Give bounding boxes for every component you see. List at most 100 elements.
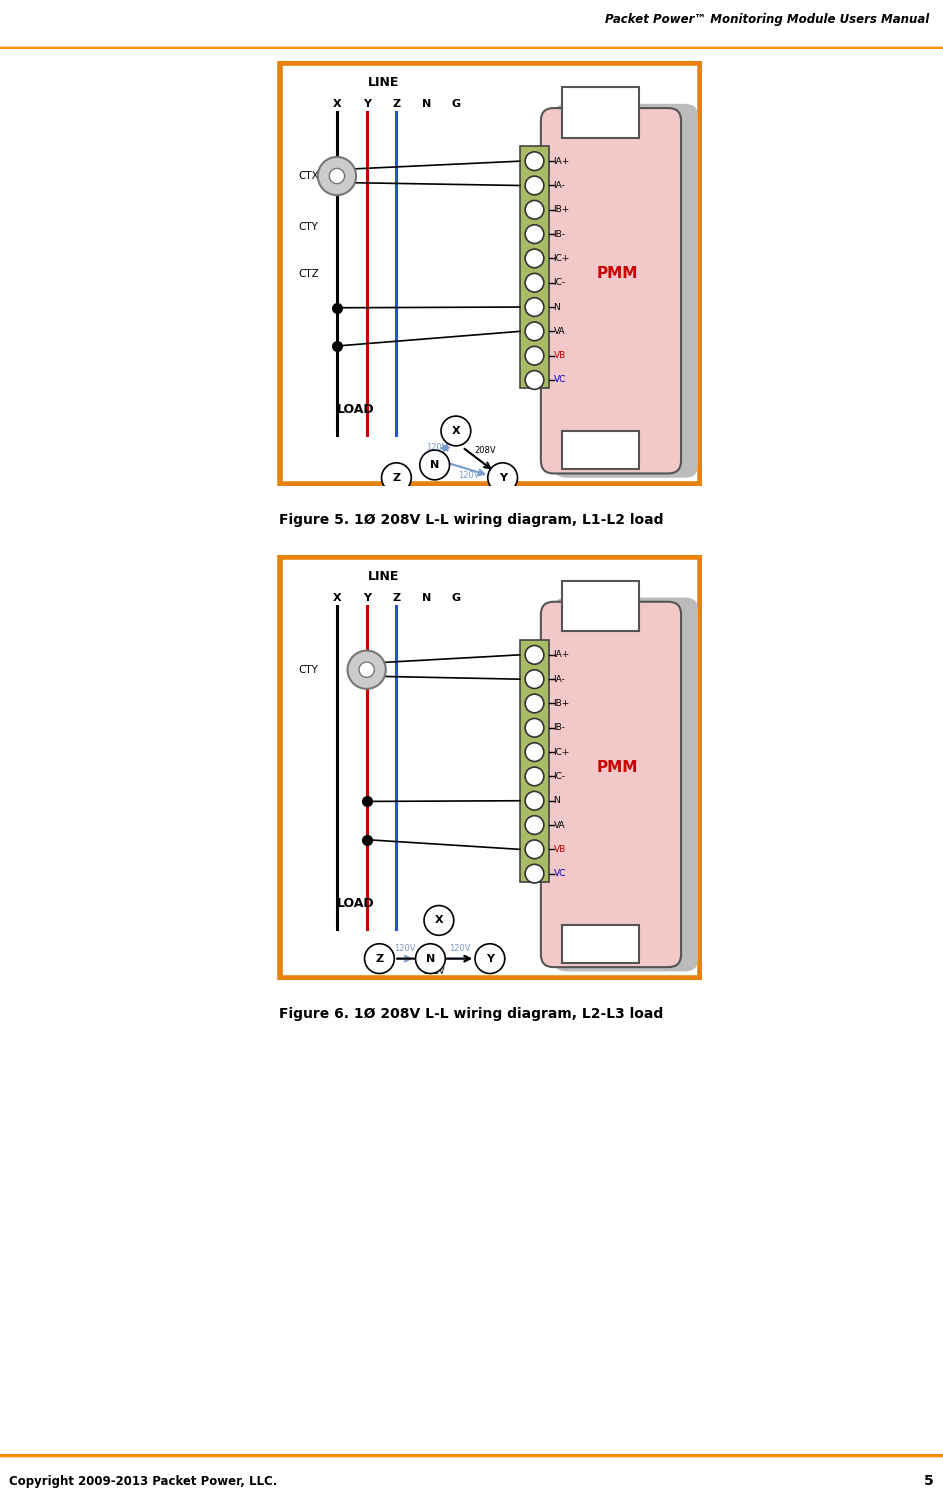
Circle shape xyxy=(488,462,518,492)
Circle shape xyxy=(525,670,544,688)
Text: G: G xyxy=(452,99,460,109)
Text: Y: Y xyxy=(363,99,371,109)
Text: N: N xyxy=(554,796,560,805)
Bar xyxy=(562,580,638,631)
Text: IA+: IA+ xyxy=(554,157,570,166)
Text: X: X xyxy=(452,426,460,435)
Text: Y: Y xyxy=(486,953,494,963)
Circle shape xyxy=(525,151,544,171)
Text: LOAD: LOAD xyxy=(337,898,374,910)
Circle shape xyxy=(382,462,411,492)
Circle shape xyxy=(348,651,386,688)
Text: X: X xyxy=(435,916,443,926)
Text: IC-: IC- xyxy=(554,772,566,781)
Text: N: N xyxy=(422,99,431,109)
Circle shape xyxy=(525,767,544,785)
Circle shape xyxy=(525,718,544,738)
Circle shape xyxy=(525,177,544,194)
Text: CTX: CTX xyxy=(299,171,320,181)
Text: G: G xyxy=(452,592,460,603)
Text: CTZ: CTZ xyxy=(299,269,320,278)
Circle shape xyxy=(525,742,544,761)
Circle shape xyxy=(359,663,374,678)
Text: VA: VA xyxy=(554,820,565,830)
Circle shape xyxy=(318,157,356,194)
Text: CTY: CTY xyxy=(299,221,319,232)
Text: Y: Y xyxy=(499,473,506,483)
Text: LOAD: LOAD xyxy=(337,404,374,416)
Circle shape xyxy=(525,694,544,712)
Text: 5: 5 xyxy=(924,1475,934,1489)
Text: IC+: IC+ xyxy=(554,748,570,757)
Text: Figure 6. 1Ø 208V L-L wiring diagram, L2-L3 load: Figure 6. 1Ø 208V L-L wiring diagram, L2… xyxy=(279,1007,664,1020)
Text: IA+: IA+ xyxy=(554,651,570,660)
Circle shape xyxy=(441,416,471,446)
Text: Z: Z xyxy=(375,953,384,963)
Circle shape xyxy=(525,791,544,809)
Circle shape xyxy=(525,371,544,389)
Circle shape xyxy=(420,450,450,480)
Circle shape xyxy=(365,944,394,974)
Text: VC: VC xyxy=(554,869,566,878)
Text: Y: Y xyxy=(363,592,371,603)
Text: IB+: IB+ xyxy=(554,699,570,708)
Text: N: N xyxy=(430,459,439,470)
Text: IC+: IC+ xyxy=(554,254,570,263)
Circle shape xyxy=(525,298,544,316)
Circle shape xyxy=(525,200,544,218)
Text: X: X xyxy=(333,592,341,603)
Circle shape xyxy=(525,347,544,365)
Text: 120V: 120V xyxy=(394,944,416,953)
Text: Figure 5. 1Ø 208V L-L wiring diagram, L1-L2 load: Figure 5. 1Ø 208V L-L wiring diagram, L1… xyxy=(279,513,664,527)
Text: PMM: PMM xyxy=(597,266,638,281)
Text: 208V: 208V xyxy=(475,446,496,455)
Circle shape xyxy=(416,944,445,974)
Circle shape xyxy=(525,645,544,664)
Circle shape xyxy=(525,815,544,835)
Text: N: N xyxy=(422,592,431,603)
Text: Z: Z xyxy=(392,592,401,603)
Circle shape xyxy=(525,841,544,859)
Circle shape xyxy=(329,169,344,184)
Text: Copyright 2009-2013 Packet Power, LLC.: Copyright 2009-2013 Packet Power, LLC. xyxy=(9,1475,278,1489)
Circle shape xyxy=(475,944,505,974)
Circle shape xyxy=(424,905,454,935)
Bar xyxy=(520,147,550,389)
Text: LINE: LINE xyxy=(368,76,399,90)
FancyBboxPatch shape xyxy=(554,597,698,971)
Bar xyxy=(562,925,638,963)
Text: CTY: CTY xyxy=(299,664,319,675)
Text: PMM: PMM xyxy=(597,760,638,775)
Bar xyxy=(562,431,638,470)
Text: VC: VC xyxy=(554,375,566,384)
Text: VA: VA xyxy=(554,326,565,337)
Text: LINE: LINE xyxy=(368,570,399,583)
Text: 120V: 120V xyxy=(450,944,471,953)
Circle shape xyxy=(525,865,544,883)
FancyBboxPatch shape xyxy=(279,557,701,978)
Text: 120V: 120V xyxy=(426,443,448,452)
Text: VB: VB xyxy=(554,845,566,854)
Text: IA-: IA- xyxy=(554,675,566,684)
Text: N: N xyxy=(426,953,435,963)
Text: IB-: IB- xyxy=(554,229,566,239)
FancyBboxPatch shape xyxy=(279,63,701,485)
Bar xyxy=(562,87,638,138)
Text: VB: VB xyxy=(554,352,566,361)
Bar xyxy=(520,640,550,883)
Text: Packet Power™ Monitoring Module Users Manual: Packet Power™ Monitoring Module Users Ma… xyxy=(604,13,929,27)
Text: X: X xyxy=(333,99,341,109)
Text: Z: Z xyxy=(392,99,401,109)
Circle shape xyxy=(525,274,544,292)
Text: IC-: IC- xyxy=(554,278,566,287)
FancyBboxPatch shape xyxy=(541,108,681,473)
Text: IA-: IA- xyxy=(554,181,566,190)
Text: 208V: 208V xyxy=(423,966,445,975)
Text: IB+: IB+ xyxy=(554,205,570,214)
Text: 120V: 120V xyxy=(458,471,479,480)
Circle shape xyxy=(525,322,544,341)
FancyBboxPatch shape xyxy=(541,601,681,966)
Text: IB-: IB- xyxy=(554,723,566,733)
Text: Z: Z xyxy=(392,473,401,483)
FancyBboxPatch shape xyxy=(554,103,698,477)
